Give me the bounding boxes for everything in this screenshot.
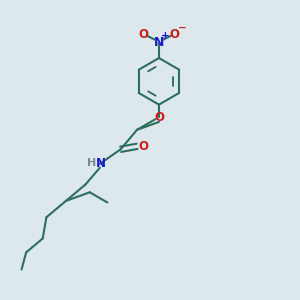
Text: O: O (154, 111, 164, 124)
Text: O: O (169, 28, 179, 40)
Text: −: − (178, 23, 187, 33)
Text: +: + (160, 31, 169, 41)
Text: H: H (87, 158, 96, 168)
Text: O: O (138, 140, 148, 153)
Text: O: O (138, 28, 148, 40)
Text: N: N (154, 36, 164, 49)
Text: N: N (95, 157, 106, 170)
